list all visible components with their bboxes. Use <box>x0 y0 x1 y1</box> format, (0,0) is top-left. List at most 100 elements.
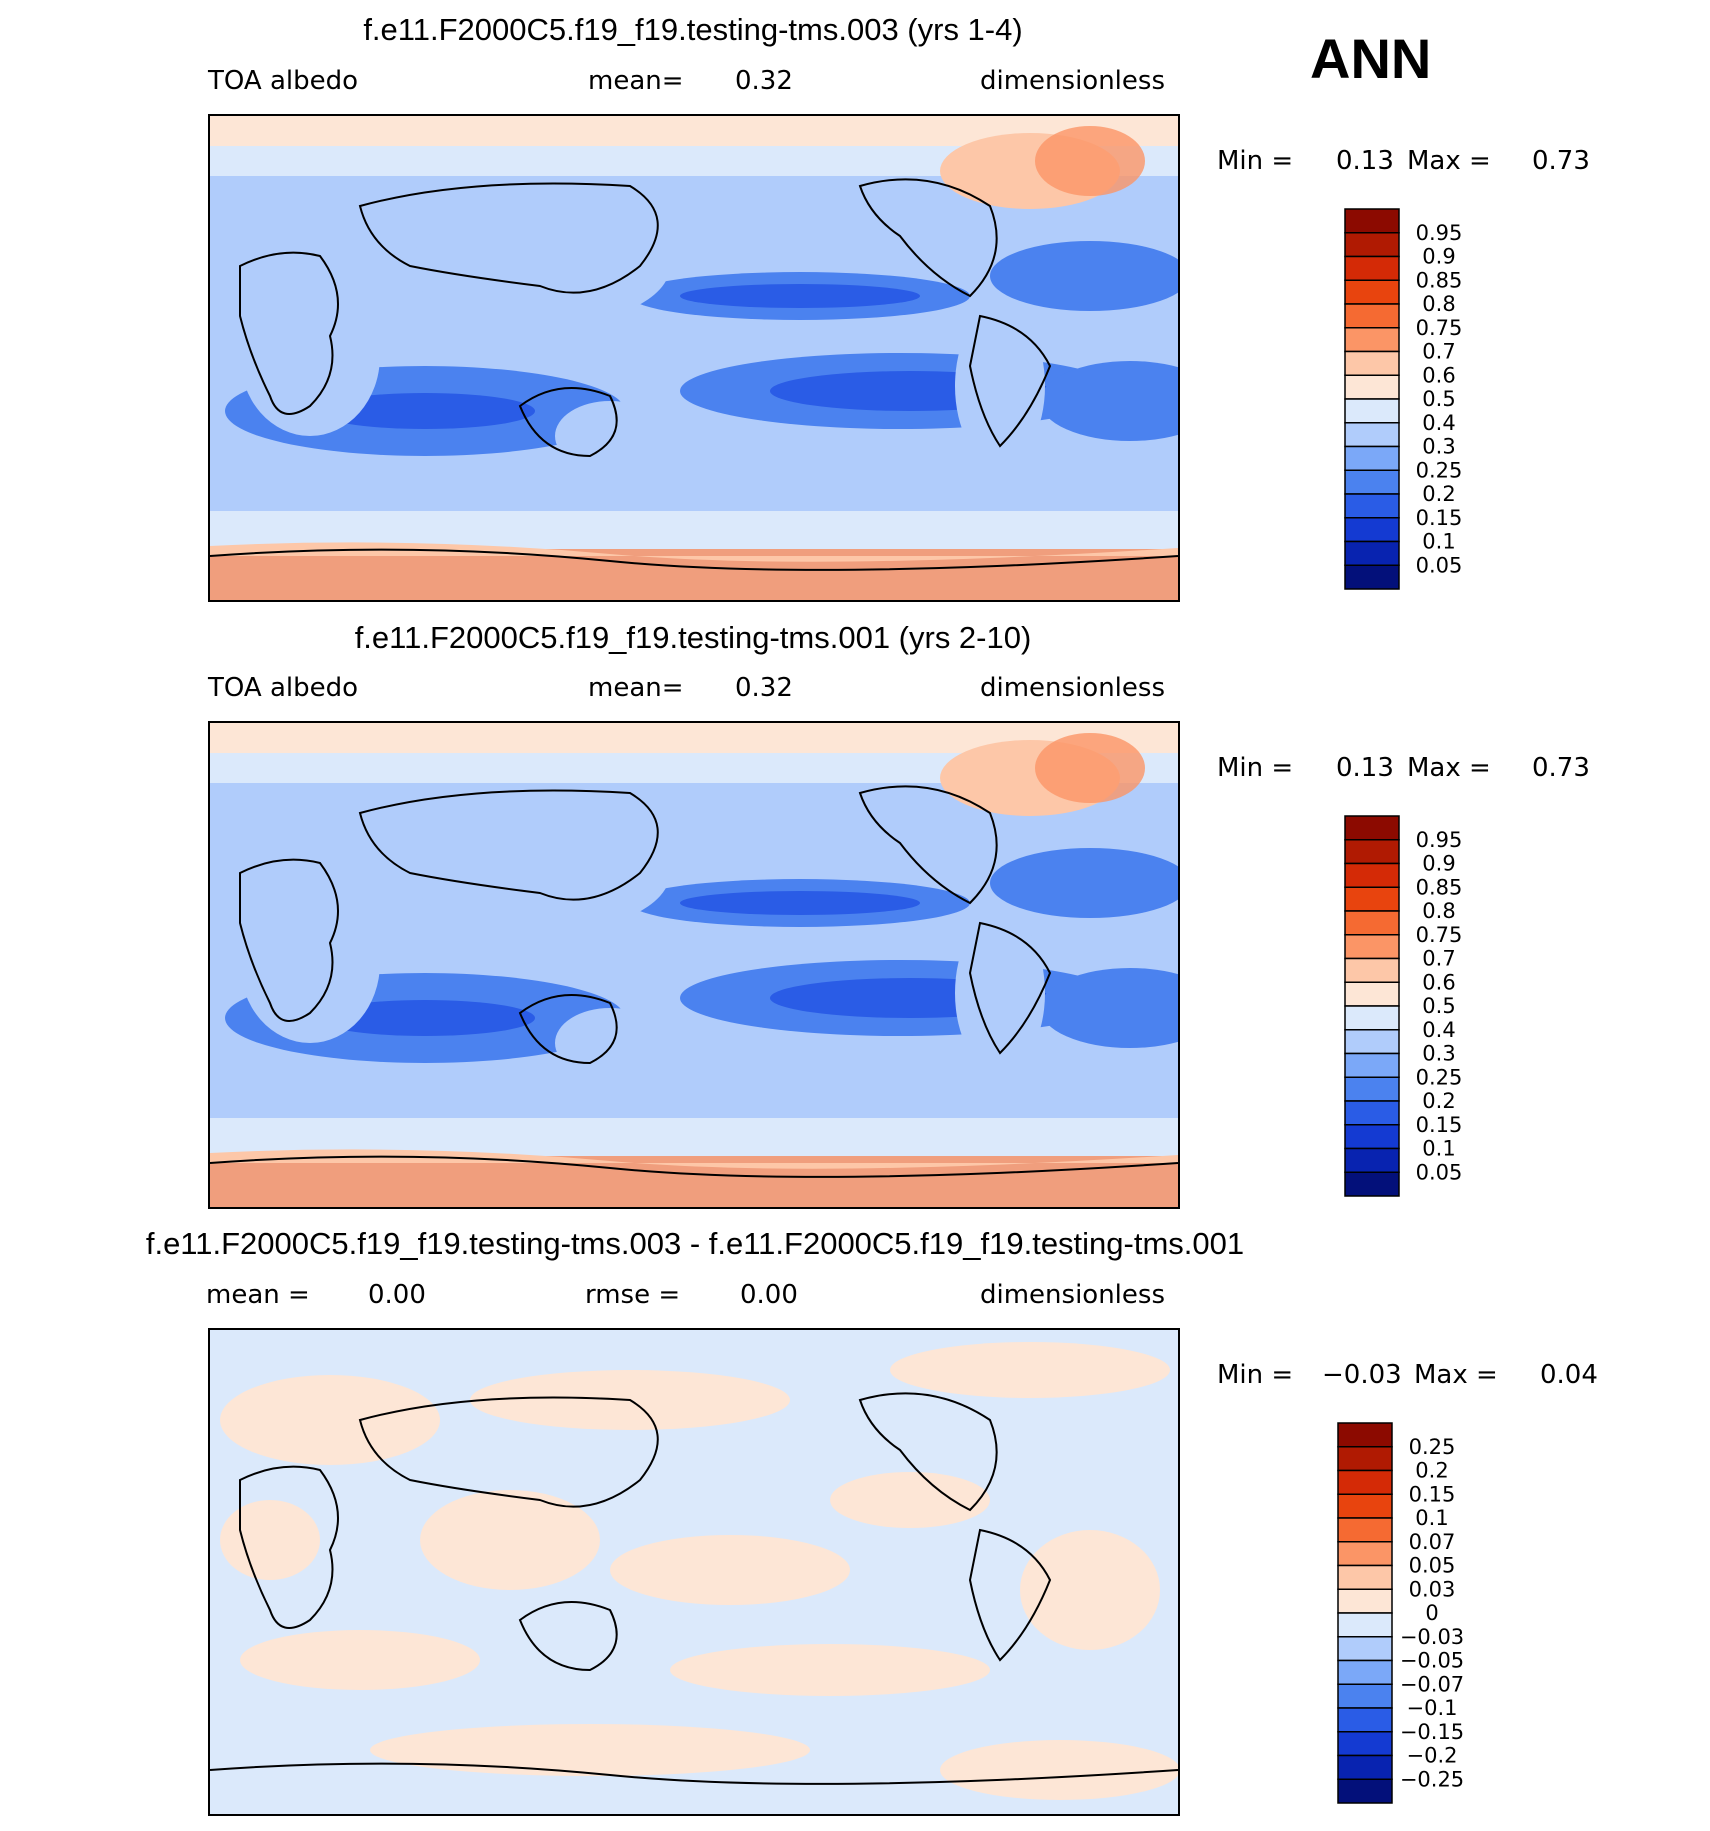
panel-1-title: f.e11.F2000C5.f19_f19.testing-tms.003 (y… <box>363 12 1023 47</box>
colorbar-tick-label: 0.3 <box>1422 1042 1455 1066</box>
colorbar-swatch <box>1344 910 1400 936</box>
colorbar-tick-label: 0.25 <box>1409 1435 1456 1459</box>
colorbar-swatch <box>1344 327 1400 353</box>
panel-1-max-label: Max = <box>1407 146 1491 176</box>
panel-3-units-label: dimensionless <box>980 1280 1165 1310</box>
colorbar-tick-label: 0.7 <box>1422 340 1455 364</box>
panel-3-rmse-label: rmse = <box>585 1280 681 1310</box>
season-label: ANN <box>1310 27 1432 90</box>
colorbar-swatch <box>1344 303 1400 329</box>
colorbar-swatch <box>1344 1052 1400 1078</box>
colorbar-swatch <box>1344 957 1400 983</box>
panel-2-variable-label: TOA albedo <box>208 673 359 703</box>
colorbar-swatch <box>1344 255 1400 281</box>
colorbar-swatch <box>1344 208 1400 234</box>
colorbar-tick-label: 0.85 <box>1416 268 1463 292</box>
colorbar-swatch <box>1337 1636 1393 1662</box>
colorbar-swatch <box>1344 862 1400 888</box>
colorbar-tick-label: 0.6 <box>1422 970 1455 994</box>
colorbar-swatch <box>1344 981 1400 1007</box>
colorbar-swatch <box>1344 374 1400 400</box>
colorbar-tick-label: 0.05 <box>1416 1160 1463 1184</box>
colorbar-tick-label: 0.75 <box>1416 923 1463 947</box>
colorbar-tick-label: 0.05 <box>1409 1554 1456 1578</box>
colorbar-tick-label: 0.05 <box>1416 553 1463 577</box>
colorbar-tick-label: 0.3 <box>1422 435 1455 459</box>
panel-2-mean-value: 0.32 <box>735 673 793 703</box>
colorbar-tick-label: 0.9 <box>1422 852 1455 876</box>
panel-3-min-value: −0.03 <box>1322 1360 1402 1390</box>
panel-2-colorbar: 0.95 0.9 0.85 0.8 0.75 0.7 0.6 0.5 0.4 0.3 0.25 0.2… <box>1344 815 1504 1204</box>
colorbar-tick-label: 0.5 <box>1422 994 1455 1018</box>
colorbar-tick-label: 0.85 <box>1416 875 1463 899</box>
colorbar-swatch <box>1344 469 1400 495</box>
panel-2-title: f.e11.F2000C5.f19_f19.testing-tms.001 (y… <box>354 620 1032 655</box>
panel-3-map <box>208 1328 1180 1816</box>
panel-2-max-label: Max = <box>1407 753 1491 783</box>
colorbar-tick-label: 0.5 <box>1422 387 1455 411</box>
colorbar-swatch <box>1344 350 1400 376</box>
colorbar-swatch <box>1344 1005 1400 1031</box>
colorbar-tick-label: −0.25 <box>1400 1767 1464 1791</box>
colorbar-tick-label: −0.1 <box>1407 1696 1458 1720</box>
colorbar-tick-label: −0.07 <box>1400 1672 1464 1696</box>
colorbar-tick-label: 0.4 <box>1422 1018 1455 1042</box>
panel-2-min-label: Min = <box>1217 753 1294 783</box>
panel-1-mean-value: 0.32 <box>735 66 793 96</box>
panel-1-map <box>208 114 1180 602</box>
colorbar-swatch <box>1337 1517 1393 1543</box>
panel-1-min-value: 0.13 <box>1336 146 1394 176</box>
colorbar-swatch <box>1337 1778 1393 1804</box>
colorbar-tick-label: 0.8 <box>1422 292 1455 316</box>
colorbar-tick-label: 0.95 <box>1416 828 1463 852</box>
colorbar-tick-label: −0.05 <box>1400 1649 1464 1673</box>
panel-1-units-label: dimensionless <box>980 66 1165 96</box>
colorbar-swatch <box>1344 279 1400 305</box>
panel-1-max-value: 0.73 <box>1532 146 1590 176</box>
colorbar-tick-label: 0.1 <box>1422 530 1455 554</box>
panel-2-min-value: 0.13 <box>1336 753 1394 783</box>
panel-3-mean-value: 0.00 <box>368 1280 426 1310</box>
colorbar-swatch <box>1337 1612 1393 1638</box>
colorbar-swatch <box>1344 1124 1400 1150</box>
panel-1-min-label: Min = <box>1217 146 1294 176</box>
colorbar-tick-label: 0.75 <box>1416 316 1463 340</box>
colorbar-swatch <box>1344 445 1400 471</box>
colorbar-swatch <box>1337 1446 1393 1472</box>
colorbar-swatch <box>1337 1707 1393 1733</box>
colorbar-swatch <box>1344 398 1400 424</box>
panel-3-rmse-value: 0.00 <box>740 1280 798 1310</box>
panel-2-units-label: dimensionless <box>980 673 1165 703</box>
colorbar-tick-label: 0.1 <box>1415 1506 1448 1530</box>
colorbar-tick-label: 0.4 <box>1422 411 1455 435</box>
colorbar-swatch <box>1337 1493 1393 1519</box>
colorbar-swatch <box>1344 886 1400 912</box>
colorbar-swatch <box>1344 934 1400 960</box>
colorbar-swatch <box>1337 1659 1393 1685</box>
colorbar-tick-label: 0.6 <box>1422 363 1455 387</box>
colorbar-tick-label: −0.15 <box>1400 1720 1464 1744</box>
colorbar-swatch <box>1337 1469 1393 1495</box>
colorbar-tick-label: 0.95 <box>1416 221 1463 245</box>
panel-1-mean-label: mean= <box>588 66 684 96</box>
colorbar-tick-label: −0.03 <box>1400 1625 1464 1649</box>
panel-3-max-value: 0.04 <box>1540 1360 1598 1390</box>
colorbar-tick-label: 0.2 <box>1422 482 1455 506</box>
colorbar-swatch <box>1344 1100 1400 1126</box>
colorbar-tick-label: 0.25 <box>1416 1065 1463 1089</box>
panel-3-mean-label: mean = <box>206 1280 310 1310</box>
panel-3-title: f.e11.F2000C5.f19_f19.testing-tms.003 - … <box>145 1226 1245 1261</box>
colorbar-swatch <box>1337 1731 1393 1757</box>
colorbar-swatch <box>1344 815 1400 841</box>
colorbar-swatch <box>1344 839 1400 865</box>
colorbar-tick-label: 0.07 <box>1409 1530 1456 1554</box>
colorbar-tick-label: 0.2 <box>1422 1089 1455 1113</box>
colorbar-tick-label: 0.8 <box>1422 899 1455 923</box>
colorbar-tick-label: −0.2 <box>1407 1744 1458 1768</box>
panel-2-mean-label: mean= <box>588 673 684 703</box>
colorbar-tick-label: 0.15 <box>1416 1113 1463 1137</box>
colorbar-swatch <box>1344 1076 1400 1102</box>
colorbar-swatch <box>1344 1029 1400 1055</box>
colorbar-swatch <box>1337 1541 1393 1567</box>
colorbar-swatch <box>1337 1422 1393 1448</box>
